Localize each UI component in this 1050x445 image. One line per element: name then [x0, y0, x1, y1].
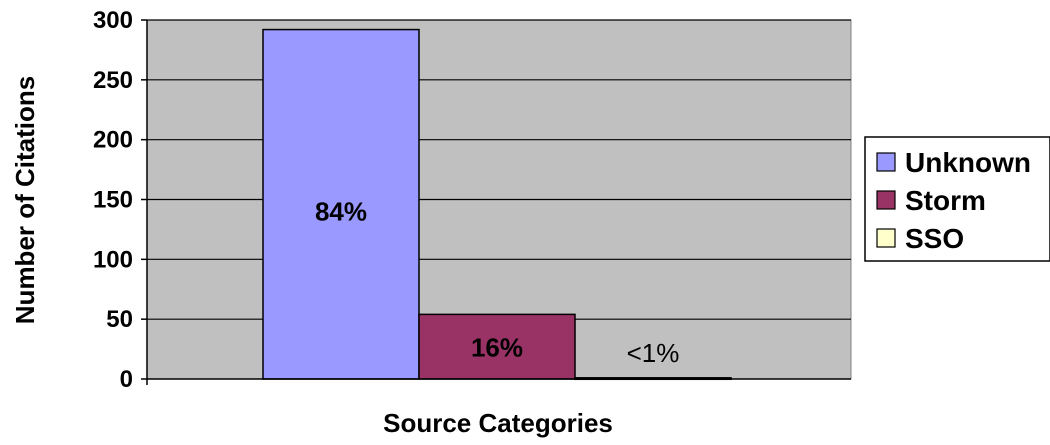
bar-unknown	[262, 28, 420, 380]
y-tick-label: 0	[120, 366, 133, 393]
legend-swatch-sso	[876, 228, 896, 248]
legend-label-unknown: Unknown	[905, 147, 1031, 178]
y-tick-label: 250	[93, 67, 133, 94]
legend: Unknown Storm SSO	[864, 136, 1050, 262]
legend-box	[864, 136, 1050, 262]
data-label-storm: 16%	[471, 333, 523, 363]
y-tick-label: 100	[93, 246, 133, 273]
legend-swatch-storm	[876, 190, 896, 210]
data-label-unknown: 84%	[315, 196, 367, 226]
y-tick-label: 300	[93, 7, 133, 34]
legend-label-storm: Storm	[905, 185, 986, 216]
x-axis-title: Source Categories	[383, 408, 613, 438]
data-label-sso: <1%	[627, 338, 680, 368]
bars: 84% 16% <1%	[262, 28, 732, 381]
y-tick-label: 150	[93, 187, 133, 214]
y-tick-label: 200	[93, 127, 133, 154]
legend-label-sso: SSO	[905, 223, 964, 254]
legend-swatch-unknown	[876, 152, 896, 172]
axes: 0 50 100 150 200 250 300	[93, 7, 851, 393]
y-axis-title: Number of Citations	[10, 76, 40, 324]
y-tick-label: 50	[106, 306, 133, 333]
